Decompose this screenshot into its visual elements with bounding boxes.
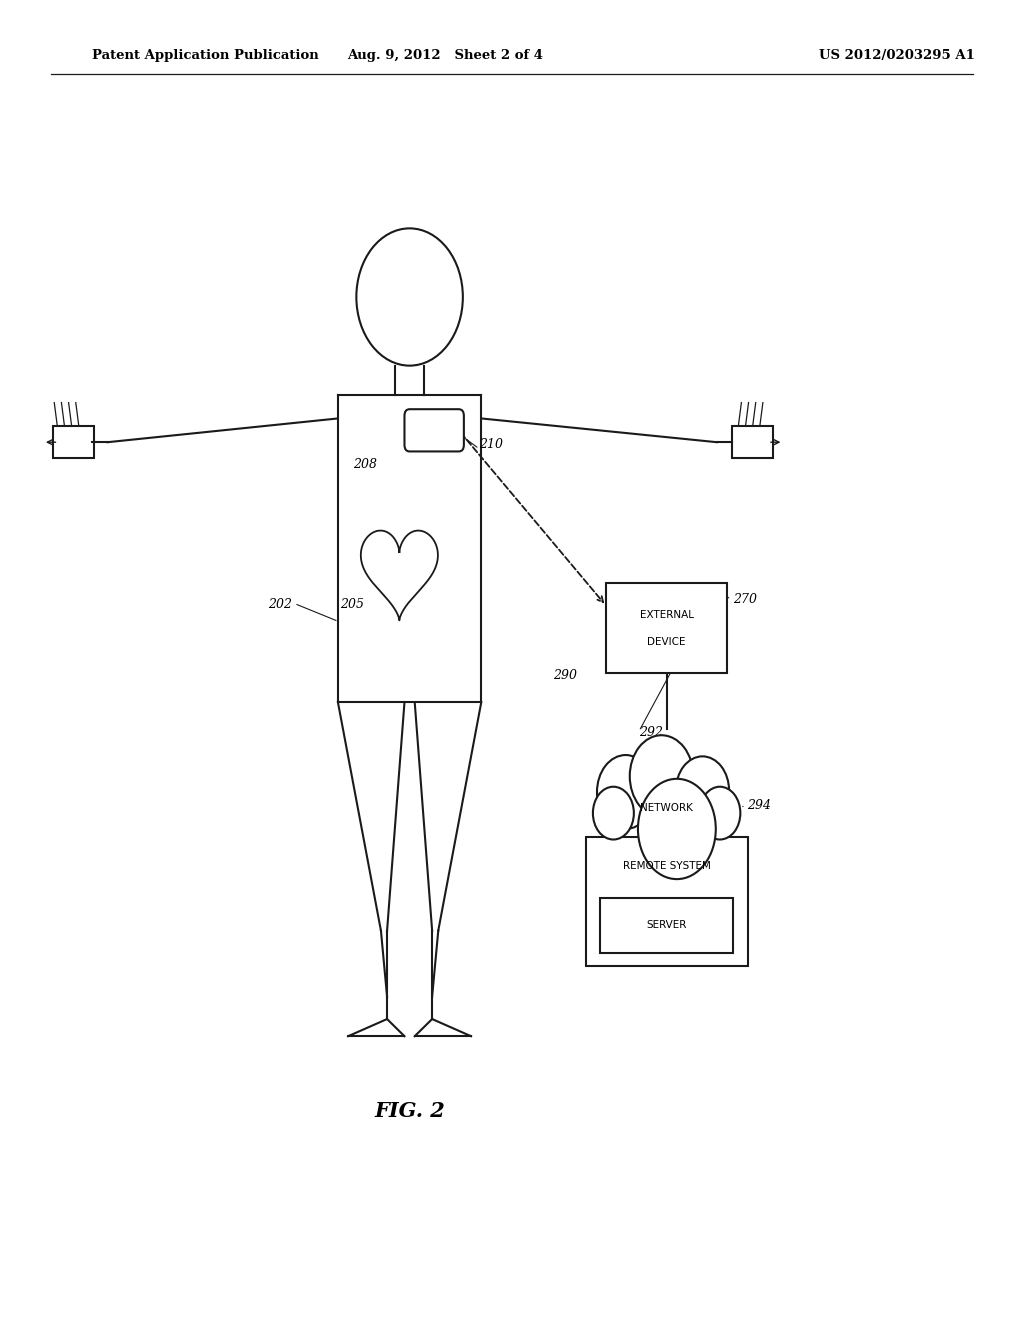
Text: 205: 205 xyxy=(340,598,364,611)
Circle shape xyxy=(630,735,693,817)
Text: US 2012/0203295 A1: US 2012/0203295 A1 xyxy=(819,49,975,62)
FancyBboxPatch shape xyxy=(404,409,464,451)
Circle shape xyxy=(699,787,740,840)
Bar xyxy=(606,583,727,673)
Text: 296: 296 xyxy=(639,841,663,854)
Bar xyxy=(732,426,773,458)
Text: EXTERNAL: EXTERNAL xyxy=(640,610,693,620)
Text: 202: 202 xyxy=(268,598,292,611)
Text: REMOTE SYSTEM: REMOTE SYSTEM xyxy=(623,861,711,871)
Circle shape xyxy=(638,779,716,879)
Bar xyxy=(586,837,748,966)
Text: Patent Application Publication: Patent Application Publication xyxy=(92,49,318,62)
Text: 208: 208 xyxy=(353,458,377,471)
Text: SERVER: SERVER xyxy=(646,920,687,931)
Text: 200: 200 xyxy=(640,933,664,946)
Bar xyxy=(600,898,733,953)
Text: 290: 290 xyxy=(553,669,577,682)
Text: 210: 210 xyxy=(479,438,503,451)
Text: FIG. 2: FIG. 2 xyxy=(374,1101,445,1122)
Text: 292: 292 xyxy=(639,726,663,739)
Circle shape xyxy=(597,755,654,829)
Text: DEVICE: DEVICE xyxy=(647,636,686,647)
Text: Aug. 9, 2012   Sheet 2 of 4: Aug. 9, 2012 Sheet 2 of 4 xyxy=(347,49,544,62)
Circle shape xyxy=(676,756,729,825)
Bar xyxy=(53,426,94,458)
Text: 270: 270 xyxy=(733,593,757,606)
Text: 294: 294 xyxy=(748,799,771,812)
Text: NETWORK: NETWORK xyxy=(640,803,693,813)
Text: 298: 298 xyxy=(671,891,694,904)
Circle shape xyxy=(593,787,634,840)
Ellipse shape xyxy=(598,768,736,847)
